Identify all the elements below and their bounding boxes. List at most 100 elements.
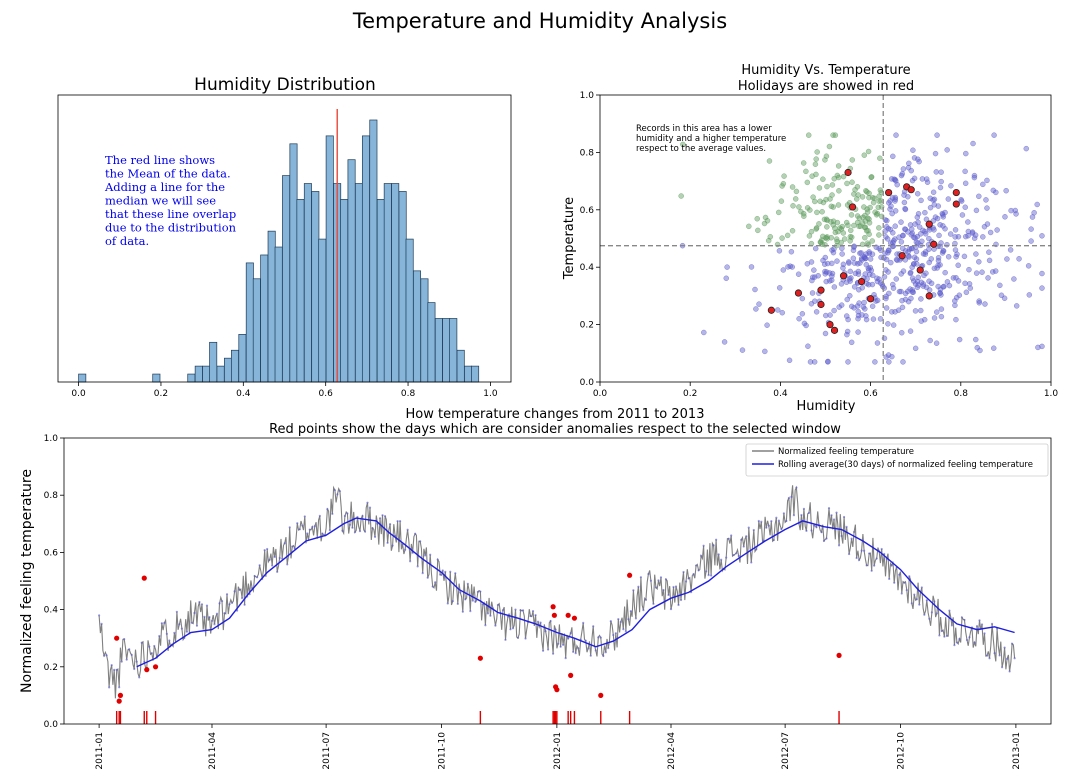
- timeseries-raw-point: [185, 630, 189, 633]
- timeseries-raw-point: [557, 642, 560, 645]
- histogram-bar: [434, 318, 443, 383]
- scatter-point: [944, 241, 950, 248]
- timeseries-raw-point: [291, 545, 294, 548]
- scatter-point: [918, 318, 925, 324]
- scatter-point: [890, 238, 897, 244]
- timeseries-raw-point: [903, 581, 906, 584]
- scatter-point: [845, 316, 851, 323]
- timeseries-raw-point: [644, 598, 648, 601]
- timeseries-raw-point: [228, 603, 231, 606]
- timeseries-raw-point: [807, 511, 811, 515]
- scatter-point: [893, 132, 899, 138]
- timeseries-y-tick-label: 0.4: [44, 606, 59, 616]
- scatter-point: [1004, 256, 1010, 262]
- scatter-point: [971, 235, 978, 241]
- histogram-x-ticks: 0.0 0.2 0.4 0.6 0.8 1.0: [71, 382, 498, 399]
- scatter-point: [809, 274, 816, 281]
- timeseries-raw-point: [283, 542, 286, 545]
- scatter-point: [869, 303, 876, 310]
- scatter-point: [944, 279, 951, 285]
- scatter-point: [927, 337, 933, 344]
- timeseries-raw-point: [858, 558, 861, 562]
- scatter-point: [854, 213, 861, 219]
- scatter-point: [980, 234, 986, 240]
- timeseries-raw-point: [765, 526, 768, 529]
- anomaly-point: [565, 612, 571, 618]
- timeseries-x-tick-label: 2011-10: [437, 732, 447, 770]
- scatter-point: [894, 181, 900, 188]
- histogram-panel: Humidity Distribution 0.0 0.2 0.4 0.6 0.8 1.0…: [57, 75, 512, 399]
- scatter-point: [817, 239, 824, 245]
- histogram-bar: [427, 302, 436, 383]
- scatter-point: [775, 209, 782, 216]
- timeseries-raw-point: [782, 512, 785, 515]
- scatter-point: [902, 206, 909, 213]
- timeseries-raw-point: [238, 588, 241, 592]
- timeseries-raw-point: [822, 539, 826, 542]
- legend-raw-label: Normalized feeling temperature: [778, 447, 914, 457]
- timeseries-raw-point: [584, 639, 587, 642]
- timeseries-raw-point: [368, 506, 372, 509]
- timeseries-raw-point: [168, 639, 171, 642]
- timeseries-raw-point: [424, 554, 427, 557]
- histogram-bar: [202, 365, 211, 383]
- anomaly-point: [141, 575, 147, 581]
- scatter-point: [961, 253, 968, 260]
- timeseries-raw-point: [845, 525, 848, 528]
- scatter-point: [912, 308, 919, 314]
- timeseries-raw-point: [853, 530, 856, 534]
- scatter-point: [721, 339, 728, 345]
- scatter-point: [1039, 285, 1045, 291]
- scatter-point: [914, 190, 921, 197]
- timeseries-raw-point: [240, 597, 244, 600]
- scatter-point: [984, 177, 990, 184]
- scatter-point: [824, 224, 830, 230]
- timeseries-raw-point: [622, 628, 625, 631]
- scatter-point: [935, 262, 941, 269]
- scatter-point: [1002, 214, 1008, 220]
- scatter-point: [812, 161, 819, 168]
- scatter-point: [909, 275, 916, 281]
- scatter-point: [1035, 344, 1041, 351]
- scatter-point: [796, 315, 802, 322]
- timeseries-raw-point: [868, 552, 871, 555]
- scatter-point: [680, 141, 686, 148]
- timeseries-raw-point: [461, 610, 464, 613]
- histogram-annotation-line: the Mean of the data.: [105, 167, 231, 181]
- histogram-frame: [57, 94, 512, 383]
- timeseries-raw-point: [115, 668, 118, 671]
- scatter-point: [863, 261, 870, 268]
- histogram-bar: [252, 278, 261, 383]
- timeseries-raw-point: [855, 556, 858, 560]
- scatter-point: [908, 167, 914, 174]
- scatter-point: [846, 260, 852, 266]
- timeseries-raw-point: [707, 574, 710, 577]
- timeseries-raw-point: [200, 603, 204, 606]
- scatter-point: [888, 259, 894, 266]
- timeseries-rolling-line: [136, 517, 1015, 668]
- histogram-bar: [152, 373, 161, 383]
- scatter-point: [976, 298, 982, 304]
- scatter-point: [931, 227, 937, 233]
- timeseries-raw-point: [654, 586, 658, 589]
- scatter-point: [899, 233, 906, 239]
- scatter-point: [785, 264, 791, 270]
- scatter-title-line-1: Humidity Vs. Temperature: [741, 63, 910, 78]
- scatter-points: [678, 132, 1045, 365]
- scatter-point: [862, 271, 869, 277]
- scatter-point: [892, 196, 899, 202]
- timeseries-raw-point: [444, 570, 447, 573]
- timeseries-raw-point: [331, 512, 334, 516]
- timeseries-raw-point: [639, 576, 642, 579]
- timeseries-raw-point: [770, 520, 773, 523]
- timeseries-raw-point: [225, 593, 229, 596]
- timeseries-y-tick-label: 0.6: [44, 548, 59, 558]
- scatter-point: [811, 267, 817, 273]
- timeseries-raw-point: [747, 526, 750, 529]
- scatter-point: [883, 354, 889, 360]
- scatter-point: [834, 258, 840, 264]
- scatter-point: [983, 197, 989, 203]
- scatter-point: [870, 194, 876, 201]
- timeseries-raw-point: [837, 544, 841, 547]
- scatter-point: [902, 290, 909, 297]
